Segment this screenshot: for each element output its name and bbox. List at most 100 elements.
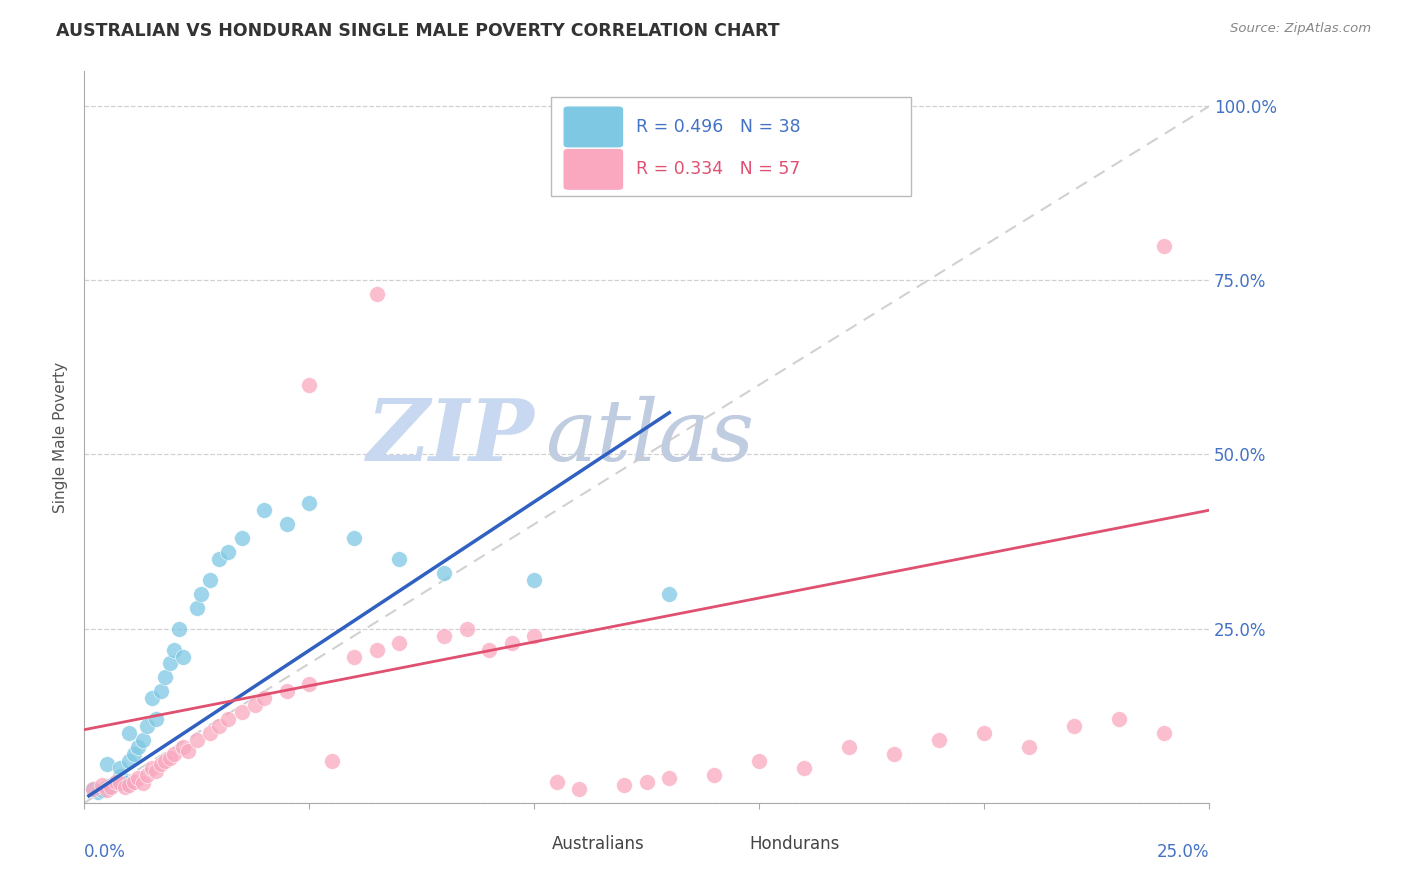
Point	[343, 649, 366, 664]
Point	[145, 712, 167, 726]
Point	[118, 726, 141, 740]
FancyBboxPatch shape	[551, 97, 911, 195]
Point	[127, 772, 149, 786]
Text: Source: ZipAtlas.com: Source: ZipAtlas.com	[1230, 22, 1371, 36]
Point	[343, 531, 366, 545]
Text: Hondurans: Hondurans	[749, 835, 839, 853]
Point	[110, 761, 132, 775]
Point	[217, 545, 239, 559]
Point	[149, 757, 172, 772]
Point	[163, 642, 186, 657]
Point	[172, 649, 194, 664]
Point	[636, 775, 658, 789]
Point	[96, 757, 118, 772]
Point	[118, 754, 141, 768]
Point	[110, 776, 132, 790]
Point	[186, 733, 208, 747]
Point	[366, 287, 388, 301]
Point	[114, 780, 136, 795]
Point	[1108, 712, 1130, 726]
Point	[127, 740, 149, 755]
Point	[748, 754, 770, 768]
Point	[136, 719, 159, 733]
Point	[110, 769, 132, 783]
Point	[163, 747, 186, 761]
Point	[91, 783, 114, 797]
Point	[91, 778, 114, 792]
Point	[87, 785, 110, 799]
Point	[793, 761, 815, 775]
Point	[298, 496, 321, 510]
Point	[388, 552, 411, 566]
Point	[149, 684, 172, 698]
Point	[100, 778, 122, 792]
FancyBboxPatch shape	[564, 149, 623, 190]
Point	[501, 635, 523, 649]
Point	[523, 573, 546, 587]
Point	[132, 733, 155, 747]
Text: 0.0%: 0.0%	[84, 843, 127, 861]
Y-axis label: Single Male Poverty: Single Male Poverty	[53, 361, 69, 513]
Point	[200, 573, 222, 587]
Point	[172, 740, 194, 755]
Point	[658, 772, 681, 786]
Point	[928, 733, 950, 747]
Point	[186, 600, 208, 615]
Point	[703, 768, 725, 782]
Point	[122, 775, 145, 789]
Point	[82, 781, 104, 796]
Point	[658, 587, 681, 601]
Text: ZIP: ZIP	[367, 395, 534, 479]
Point	[276, 517, 298, 532]
Point	[253, 503, 276, 517]
Point	[433, 629, 456, 643]
Text: 25.0%: 25.0%	[1157, 843, 1209, 861]
Text: R = 0.334   N = 57: R = 0.334 N = 57	[636, 161, 800, 178]
Point	[132, 776, 155, 790]
Point	[159, 657, 181, 671]
Point	[388, 635, 411, 649]
Point	[114, 776, 136, 790]
Point	[1063, 719, 1085, 733]
Point	[298, 377, 321, 392]
Point	[208, 552, 231, 566]
Point	[321, 754, 343, 768]
Point	[217, 712, 239, 726]
Point	[245, 698, 267, 713]
Point	[104, 775, 127, 789]
Point	[96, 783, 118, 797]
Point	[167, 622, 190, 636]
Point	[253, 691, 276, 706]
Point	[82, 781, 104, 796]
Text: AUSTRALIAN VS HONDURAN SINGLE MALE POVERTY CORRELATION CHART: AUSTRALIAN VS HONDURAN SINGLE MALE POVER…	[56, 22, 780, 40]
Point	[104, 775, 127, 789]
FancyBboxPatch shape	[564, 106, 623, 147]
Text: R = 0.496   N = 38: R = 0.496 N = 38	[636, 118, 800, 136]
Point	[231, 531, 253, 545]
Point	[190, 587, 212, 601]
Point	[1153, 238, 1175, 252]
Point	[298, 677, 321, 691]
Point	[838, 740, 860, 755]
Point	[155, 670, 177, 684]
Point	[568, 781, 591, 796]
Point	[200, 726, 222, 740]
FancyBboxPatch shape	[509, 830, 547, 858]
Point	[973, 726, 995, 740]
Point	[456, 622, 478, 636]
Point	[276, 684, 298, 698]
Text: atlas: atlas	[546, 396, 755, 478]
Point	[136, 768, 159, 782]
Point	[141, 691, 163, 706]
Point	[478, 642, 501, 657]
Point	[96, 780, 118, 795]
Point	[433, 566, 456, 580]
Point	[118, 778, 141, 792]
FancyBboxPatch shape	[706, 830, 744, 858]
Point	[1018, 740, 1040, 755]
Point	[122, 747, 145, 761]
Point	[546, 775, 568, 789]
Point	[208, 719, 231, 733]
Point	[159, 750, 181, 764]
Point	[366, 642, 388, 657]
